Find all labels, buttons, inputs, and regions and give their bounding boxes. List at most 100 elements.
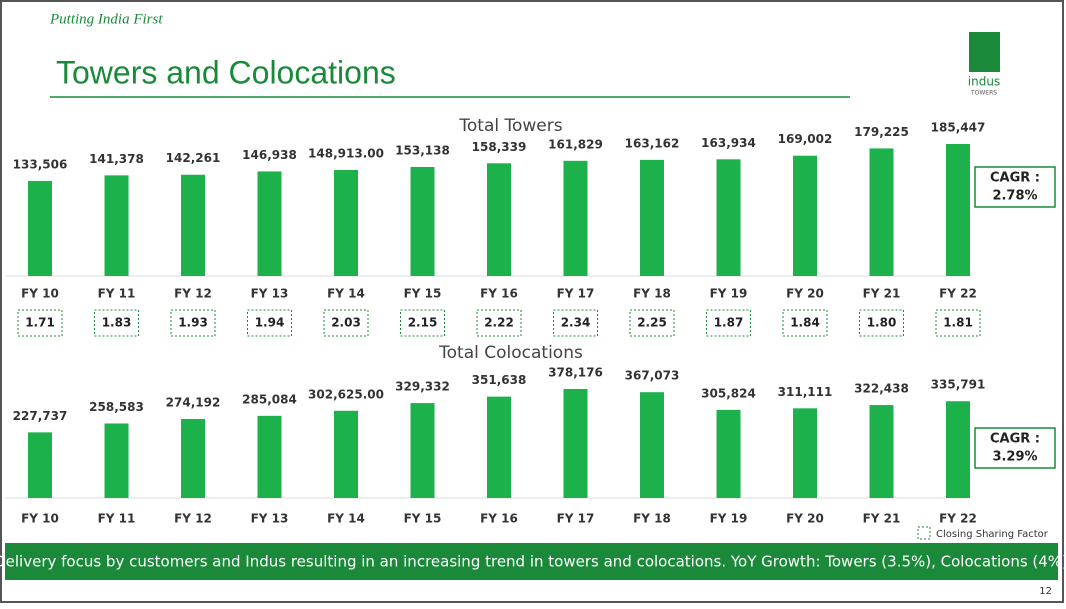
cagr-value: 2.78% <box>992 189 1037 204</box>
x-tick-label: FY 15 <box>404 512 442 526</box>
x-tick-label: FY 16 <box>480 287 518 301</box>
bar <box>334 170 358 276</box>
x-tick-label: FY 19 <box>710 287 748 301</box>
value-label: 179,225 <box>854 125 909 139</box>
logo-mark <box>969 32 1000 72</box>
x-tick-label: FY 11 <box>98 287 136 301</box>
x-tick-label: FY 10 <box>21 512 59 526</box>
sharing-factor-box <box>935 309 981 337</box>
x-tick-label: FY 14 <box>327 512 365 526</box>
sharing-factor: 1.84 <box>790 316 820 330</box>
bar <box>181 418 205 498</box>
sharing-factor: 2.22 <box>484 316 514 330</box>
bar <box>793 408 817 498</box>
sharing-factor: 1.80 <box>867 316 897 330</box>
bar <box>104 423 129 498</box>
x-tick-label: FY 15 <box>404 287 442 301</box>
bar <box>716 159 741 276</box>
value-label: 351,638 <box>472 373 527 387</box>
bar <box>487 396 511 498</box>
bar <box>181 174 205 276</box>
bar <box>716 409 741 498</box>
bar <box>640 159 664 276</box>
legend-swatch <box>917 526 931 540</box>
x-tick-label: FY 21 <box>863 287 901 301</box>
sharing-factor: 2.03 <box>331 316 361 330</box>
bar <box>640 392 664 498</box>
value-label: 185,447 <box>931 121 986 135</box>
bar <box>410 166 435 276</box>
slide-title: Towers and Colocations <box>56 54 396 90</box>
sharing-factor-box <box>170 309 216 337</box>
x-tick-label: FY 11 <box>98 512 136 526</box>
x-tick-label: FY 18 <box>633 287 671 301</box>
value-label: 335,791 <box>931 378 986 392</box>
sharing-factor: 2.34 <box>561 316 591 330</box>
bar <box>410 403 435 498</box>
bar <box>257 415 282 498</box>
bar <box>793 155 817 276</box>
x-tick-label: FY 13 <box>251 512 289 526</box>
x-tick-label: FY 20 <box>786 512 824 526</box>
value-label: 274,192 <box>166 395 221 409</box>
footer-band <box>5 543 1058 580</box>
sharing-factor-box <box>17 309 63 337</box>
x-tick-label: FY 22 <box>939 287 977 301</box>
bar <box>563 160 588 276</box>
value-label: 141,378 <box>89 152 144 166</box>
x-tick-label: FY 13 <box>251 287 289 301</box>
sharing-factor-box <box>629 309 675 337</box>
bar <box>28 432 52 498</box>
sharing-factor-box <box>94 309 139 337</box>
value-label: 367,073 <box>625 369 680 383</box>
value-label: 163,162 <box>625 136 680 150</box>
bar <box>487 163 511 276</box>
chart-title: Total Towers <box>458 116 562 136</box>
bar <box>869 405 894 498</box>
cagr-label: CAGR : <box>990 171 1040 186</box>
value-label: 169,002 <box>778 132 833 146</box>
sharing-factor-box <box>476 309 522 337</box>
sharing-factor: 2.15 <box>408 316 438 330</box>
value-label: 258,583 <box>89 400 144 414</box>
cagr-label: CAGR : <box>990 432 1040 447</box>
bar <box>257 171 282 276</box>
x-tick-label: FY 14 <box>327 287 365 301</box>
x-tick-label: FY 20 <box>786 287 824 301</box>
x-tick-label: FY 17 <box>557 287 595 301</box>
value-label: 146,938 <box>242 148 297 162</box>
x-tick-label: FY 12 <box>174 512 212 526</box>
sharing-factor: 1.87 <box>714 316 744 330</box>
sharing-factor: 2.25 <box>637 316 667 330</box>
sharing-factor: 1.81 <box>943 316 973 330</box>
sharing-factor: 1.71 <box>25 316 55 330</box>
logo-name: indus <box>968 75 1000 89</box>
x-tick-label: FY 10 <box>21 287 59 301</box>
value-label: 329,332 <box>395 380 450 394</box>
x-tick-label: FY 18 <box>633 512 671 526</box>
value-label: 133,506 <box>13 157 68 171</box>
footer-text: Delivery focus by customers and Indus re… <box>0 553 1066 571</box>
sharing-factor-box <box>323 309 369 337</box>
value-label: 158,339 <box>472 140 527 154</box>
x-tick-label: FY 12 <box>174 287 212 301</box>
sharing-factor: 1.94 <box>255 316 285 330</box>
sharing-factor-box <box>706 309 751 337</box>
value-label: 305,824 <box>701 386 756 400</box>
x-tick-label: FY 19 <box>710 512 748 526</box>
cagr-box <box>974 166 1056 208</box>
value-label: 227,737 <box>13 409 68 423</box>
sharing-factor: 1.93 <box>178 316 208 330</box>
legend-label: Closing Sharing Factor <box>936 529 1049 540</box>
value-label: 161,829 <box>548 137 603 151</box>
cagr-value: 3.29% <box>992 450 1037 465</box>
value-label: 302,625.00 <box>308 387 384 401</box>
bar <box>334 410 358 498</box>
bar <box>869 148 894 276</box>
sharing-factor-box <box>859 309 904 337</box>
value-label: 378,176 <box>548 366 603 380</box>
sharing-factor: 1.83 <box>102 316 132 330</box>
page-number: 12 <box>1039 586 1052 597</box>
